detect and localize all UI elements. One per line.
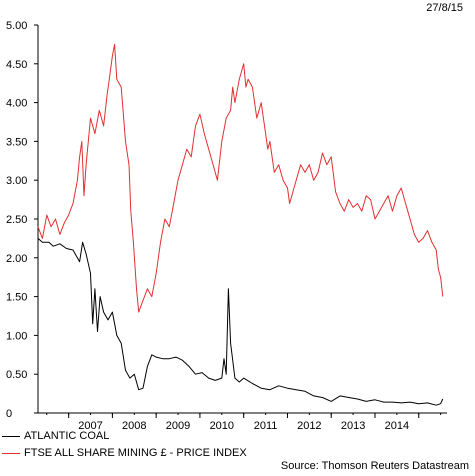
y-tick-label: 0.50: [6, 369, 27, 381]
legend-item-atlantic-coal: ATLANTIC COAL: [2, 429, 247, 443]
legend-swatch-atlantic-coal: [2, 435, 20, 437]
legend-label-ftse-mining: FTSE ALL SHARE MINING £ - PRICE INDEX: [24, 447, 247, 459]
x-tick-label: 2008: [122, 420, 146, 432]
x-tick-label: 2007: [78, 420, 102, 432]
y-tick-label: 5.00: [6, 20, 27, 32]
legend-swatch-ftse-mining: [2, 452, 20, 454]
y-tick-label: 1.00: [6, 330, 27, 342]
legend-item-ftse-mining: FTSE ALL SHARE MINING £ - PRICE INDEX: [2, 446, 247, 460]
date-label: 27/8/15: [426, 2, 463, 14]
x-tick-label: 2013: [341, 420, 365, 432]
source-note: Source: Thomson Reuters Datastream: [280, 460, 469, 472]
y-tick-label: 2.50: [6, 214, 27, 226]
y-tick-label: 4.00: [6, 98, 27, 110]
x-tick-label: 2011: [254, 420, 278, 432]
y-tick-label: 3.00: [6, 175, 27, 187]
y-tick-label: 0: [6, 408, 12, 420]
y-tick-label: 4.50: [6, 59, 27, 71]
x-tick-label: 2014: [385, 420, 409, 432]
series-line-ftse-mining: [37, 43, 444, 313]
x-tick-label: 2012: [297, 420, 321, 432]
series-line-atlantic-coal: [37, 238, 444, 406]
x-tick-label: 2009: [166, 420, 190, 432]
y-tick-label: 1.50: [6, 292, 27, 304]
y-tick-label: 3.50: [6, 136, 27, 148]
legend: ATLANTIC COAL FTSE ALL SHARE MINING £ - …: [2, 429, 247, 463]
x-tick-label: 2010: [210, 420, 234, 432]
y-tick-label: 2.00: [6, 253, 27, 265]
legend-label-atlantic-coal: ATLANTIC COAL: [24, 430, 110, 442]
